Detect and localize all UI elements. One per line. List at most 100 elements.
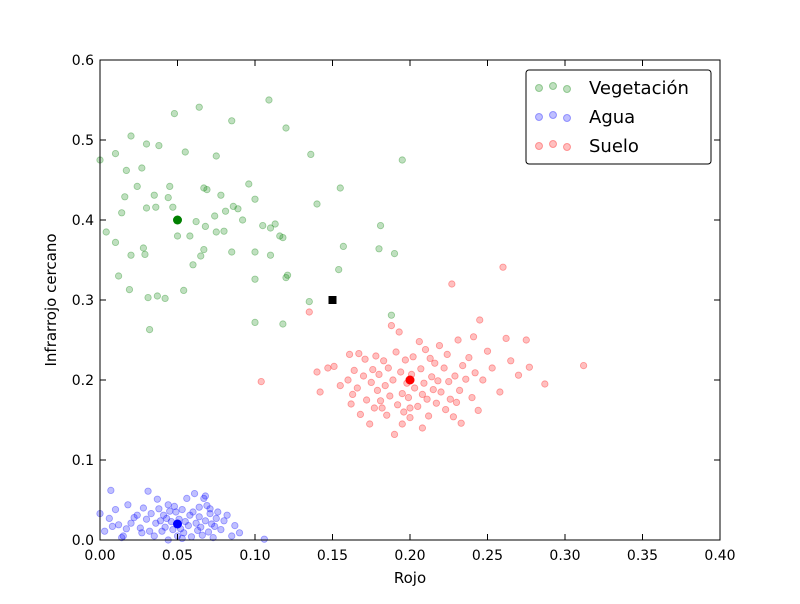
point-vegetacion: [398, 156, 406, 164]
point-agua: [150, 532, 158, 540]
point-suelo: [454, 336, 462, 344]
point-suelo: [389, 376, 397, 384]
y-tick-label: 0.5: [72, 133, 94, 149]
point-suelo: [442, 405, 450, 414]
point-agua: [214, 508, 222, 516]
point-vegetacion: [265, 96, 273, 104]
point-suelo: [356, 410, 364, 418]
point-agua: [133, 511, 141, 519]
point-vegetacion: [228, 117, 236, 125]
point-agua: [192, 519, 200, 527]
point-suelo: [579, 361, 588, 370]
point-vegetacion: [111, 238, 120, 246]
point-suelo: [398, 420, 406, 428]
point-agua: [194, 526, 202, 535]
point-agua: [144, 487, 152, 495]
point-suelo: [507, 357, 515, 365]
highlight-circle-point: [173, 519, 182, 529]
point-suelo: [383, 411, 391, 419]
point-agua: [127, 519, 135, 527]
point-vegetacion: [271, 220, 279, 228]
point-vegetacion: [201, 222, 209, 230]
legend-item-agua: Agua: [535, 107, 635, 128]
point-agua: [139, 504, 147, 512]
point-vegetacion: [127, 251, 135, 259]
point-vegetacion: [251, 195, 259, 203]
point-suelo: [462, 375, 470, 383]
legend-label-vegetacion: Vegetación: [589, 78, 689, 99]
x-tick-label: 0.00: [84, 548, 115, 564]
point-suelo: [451, 372, 459, 380]
point-suelo: [448, 280, 456, 288]
point-suelo: [468, 393, 476, 402]
point-suelo: [414, 402, 422, 410]
y-tick-label: 0.4: [72, 213, 94, 229]
point-suelo: [387, 321, 395, 330]
point-suelo: [418, 424, 426, 432]
point-vegetacion: [376, 222, 385, 230]
point-vegetacion: [212, 228, 220, 236]
point-vegetacion: [339, 242, 347, 250]
legend: Vegetación Agua Suelo: [525, 69, 712, 165]
point-vegetacion: [282, 124, 290, 132]
point-suelo: [393, 401, 402, 409]
point-vegetacion: [203, 186, 211, 194]
point-suelo: [417, 365, 425, 373]
point-vegetacion: [197, 252, 205, 260]
point-agua: [198, 531, 206, 539]
point-suelo: [376, 397, 385, 405]
point-suelo: [514, 371, 523, 379]
point-agua: [147, 509, 155, 518]
point-suelo: [370, 404, 378, 412]
point-suelo: [446, 395, 454, 403]
point-suelo: [347, 400, 355, 408]
x-tick-label: 0.40: [704, 548, 735, 564]
legend-marker-agua: [563, 114, 571, 122]
x-axis-ticks: 0.00 0.05 0.10 0.15 0.20 0.25 0.30 0.35 0.40: [84, 60, 736, 564]
point-agua: [231, 521, 239, 530]
point-suelo: [398, 389, 406, 398]
point-agua: [115, 521, 123, 529]
x-axis-label: Rojo: [394, 569, 426, 587]
point-agua: [111, 505, 120, 514]
point-suelo: [496, 388, 504, 396]
point-vegetacion: [180, 286, 188, 294]
point-vegetacion: [217, 191, 225, 199]
point-vegetacion: [259, 222, 267, 230]
point-vegetacion: [139, 244, 147, 252]
point-agua: [201, 517, 209, 525]
point-vegetacion: [245, 180, 253, 188]
legend-label-agua: Agua: [589, 107, 635, 128]
point-vegetacion: [307, 150, 315, 158]
point-suelo: [488, 364, 496, 372]
point-vegetacion: [251, 318, 259, 326]
point-suelo: [465, 353, 473, 362]
point-agua: [163, 514, 171, 523]
point-vegetacion: [195, 103, 203, 111]
point-agua: [118, 533, 126, 542]
point-suelo: [373, 386, 382, 394]
point-suelo: [353, 384, 361, 392]
legend-marker-vegetacion: [563, 85, 571, 93]
point-suelo: [474, 406, 482, 414]
point-agua: [172, 508, 180, 516]
point-vegetacion: [173, 232, 182, 240]
point-vegetacion: [118, 209, 126, 217]
x-tick-label: 0.25: [472, 548, 503, 564]
point-suelo: [305, 308, 313, 316]
point-suelo: [401, 356, 409, 364]
point-suelo: [397, 368, 405, 376]
x-tick-label: 0.35: [627, 548, 658, 564]
legend-marker-agua: [549, 111, 557, 119]
x-tick-label: 0.10: [239, 548, 270, 564]
point-suelo: [392, 348, 400, 356]
point-suelo: [445, 377, 453, 386]
point-vegetacion: [155, 142, 163, 150]
point-vegetacion: [276, 232, 284, 240]
point-suelo: [420, 379, 428, 387]
legend-marker-vegetacion: [549, 82, 557, 90]
y-axis-ticks: 0.0 0.1 0.2 0.3 0.4 0.5 0.6: [72, 53, 720, 549]
legend-marker-agua: [535, 113, 543, 121]
point-suelo: [429, 385, 437, 394]
